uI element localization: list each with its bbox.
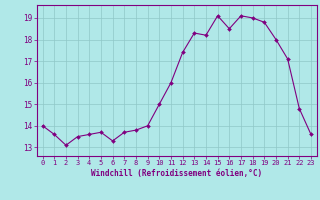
X-axis label: Windchill (Refroidissement éolien,°C): Windchill (Refroidissement éolien,°C)	[91, 169, 262, 178]
